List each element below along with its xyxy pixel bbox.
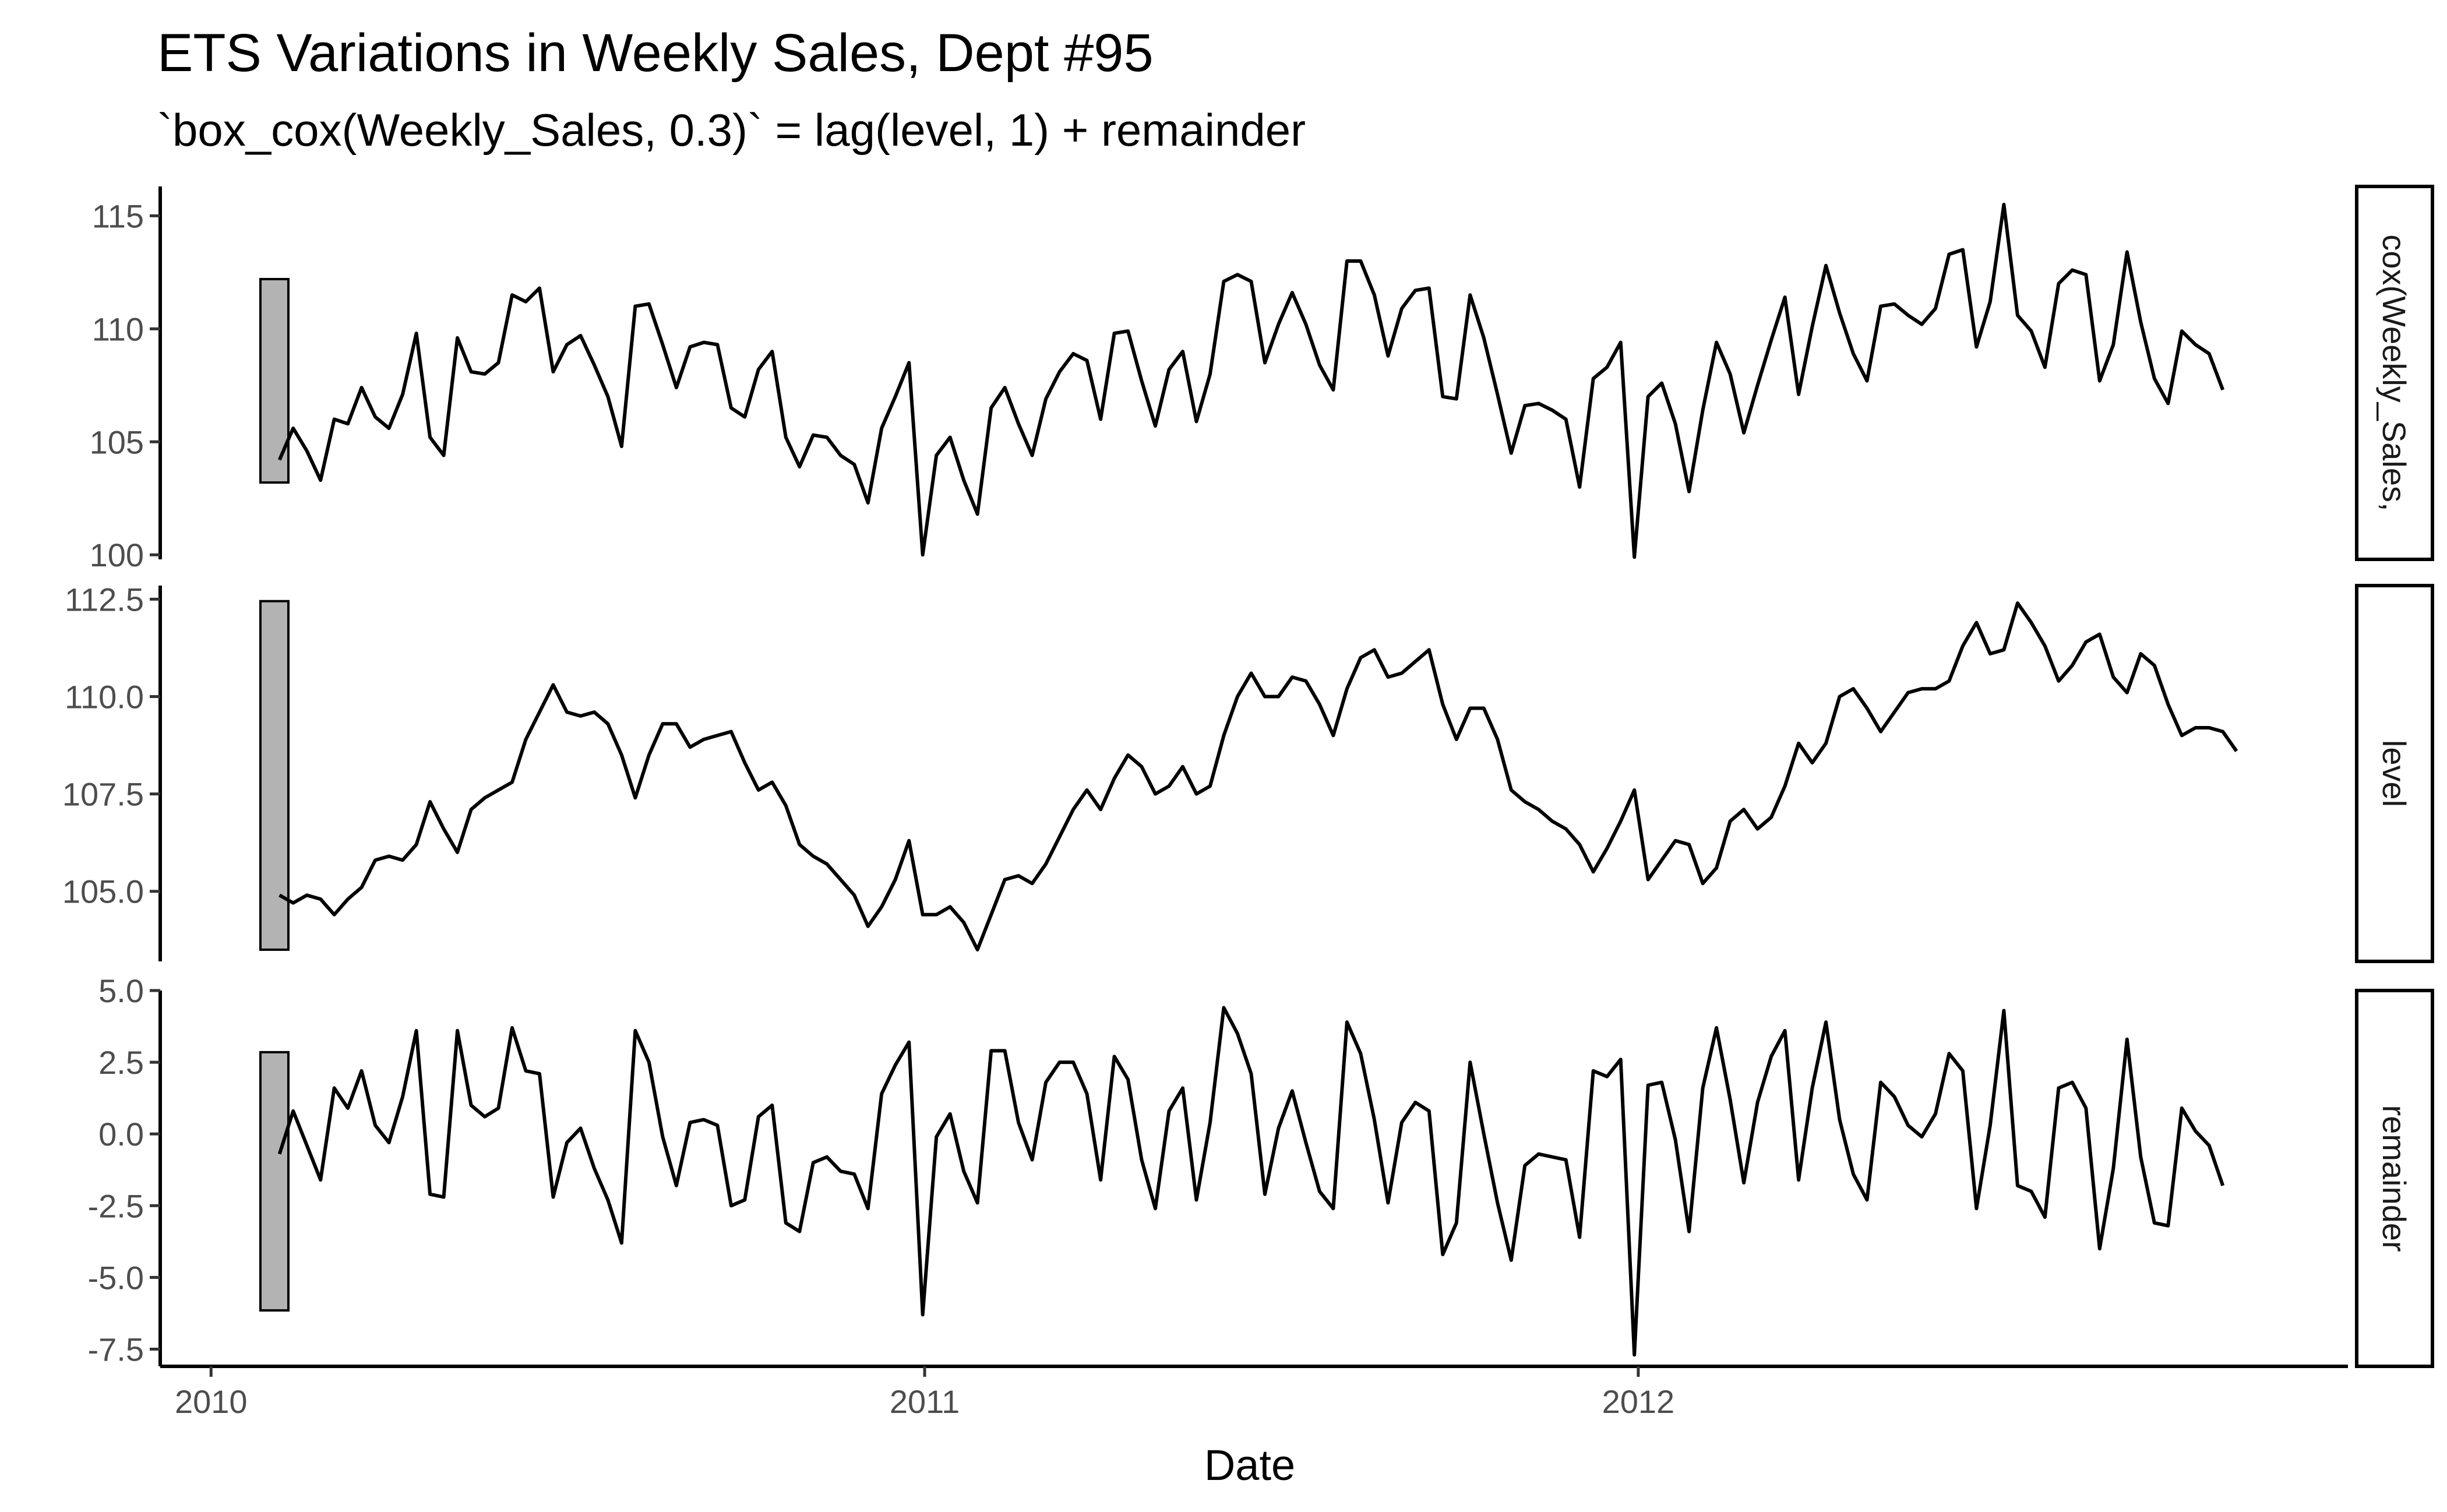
y-tick-label: 107.5 [62,776,144,813]
panel-1: 100 105 110 115 cox(Weekly_Sales, [90,185,2434,573]
x-tick-label: 2011 [890,1383,960,1420]
chart-title: ETS Variations in Weekly Sales, Dept #95 [157,23,1154,83]
facet-strip-label: remainder [2376,1105,2413,1252]
facet-strip-label: level [2376,740,2413,807]
facet-panels: 100105110115cox(Weekly_Sales,105.0107.51… [62,185,2434,1368]
y-tick-label: 110 [92,311,144,347]
y-tick-label: 105.0 [62,873,144,910]
x-axis-label: Date [1204,1441,1295,1489]
facet-strip: level [2355,584,2434,963]
scale-bar [259,1051,290,1312]
facet-strip-box [2355,185,2434,561]
y-tick-label: 100 [90,537,144,573]
series-line-2 [278,601,2238,951]
y-tick-label: 2.5 [98,1044,144,1081]
x-tick-label: 2012 [1602,1383,1675,1420]
y-tick-label: 105 [90,424,144,460]
series-line-3 [277,1006,2225,1357]
panel-2: 105.0 107.5 110.0 112.5 level [62,581,2434,963]
scale-bar [259,600,290,951]
facet-strip-box [2355,989,2434,1368]
chart-subtitle: `box_cox(Weekly_Sales, 0.3)` = lag(level… [157,104,1306,156]
y-tick-label: -7.5 [88,1331,144,1368]
series-line-1 [277,203,2225,559]
facet-strip: remainder [2355,989,2434,1368]
y-tick-label: 110.0 [65,678,144,715]
panel-3: -7.5 -5.0 -2.5 0.0 2.5 5.0 remainder [88,972,2434,1368]
facet-strip: cox(Weekly_Sales, [2355,185,2434,561]
y-tick-label: -2.5 [88,1187,144,1224]
facet-strip-label: cox(Weekly_Sales, [2376,234,2413,511]
x-axis: 2010 2011 2012 [160,1365,2348,1420]
y-tick-label: 112.5 [65,581,144,618]
facet-strip-box [2355,584,2434,963]
y-tick-label: 115 [92,198,144,234]
y-tick-label: -5.0 [88,1259,144,1296]
y-tick-label: 5.0 [98,972,144,1009]
x-tick-label: 2010 [175,1383,248,1420]
y-tick-label: 0.0 [98,1116,144,1152]
